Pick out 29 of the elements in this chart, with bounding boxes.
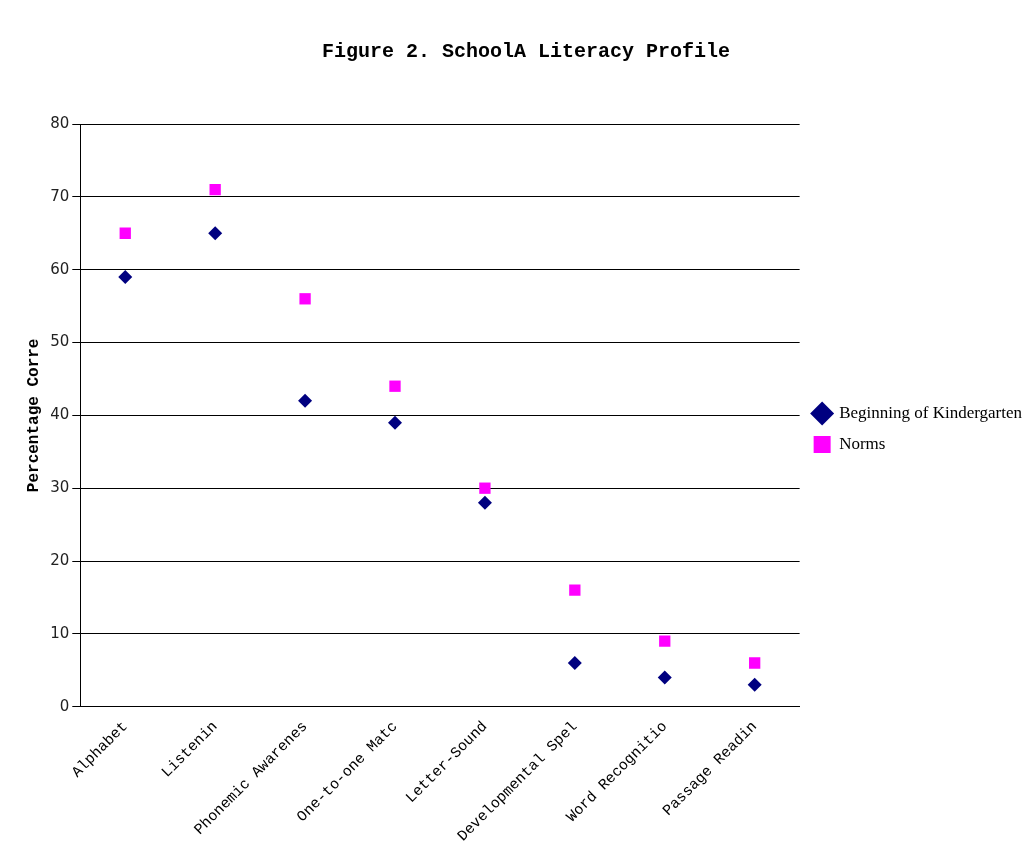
- y-tick-label: 50: [50, 332, 70, 351]
- point: [388, 415, 402, 430]
- point: [208, 226, 223, 241]
- point: [209, 183, 221, 196]
- point: [567, 656, 582, 670]
- y-tick-label: 70: [50, 186, 70, 205]
- point: [479, 482, 491, 494]
- point: [747, 677, 762, 692]
- y-axis-title: Percentage Corre: [24, 338, 43, 493]
- point: [659, 635, 671, 647]
- y-tick-label: 80: [50, 113, 70, 132]
- point: [299, 293, 311, 305]
- point: [657, 670, 672, 685]
- y-tick-label: 10: [50, 623, 70, 642]
- point: [118, 269, 133, 284]
- point: [119, 227, 131, 239]
- point: [389, 380, 401, 392]
- y-tick-label: 40: [50, 405, 70, 424]
- y-tick-label: 20: [50, 550, 70, 569]
- y-tick-label: 0: [59, 696, 70, 715]
- point: [569, 584, 581, 596]
- point: [477, 495, 492, 510]
- y-tick-label: 30: [50, 478, 70, 497]
- point: [298, 393, 313, 408]
- legend-label: Norms: [839, 433, 886, 453]
- y-tick-label: 60: [50, 259, 70, 278]
- chart-title: Figure 2. SchoolA Literacy Profile: [321, 40, 731, 64]
- point: [749, 657, 761, 669]
- legend-label: Beginning of Kindergarten: [839, 402, 1023, 422]
